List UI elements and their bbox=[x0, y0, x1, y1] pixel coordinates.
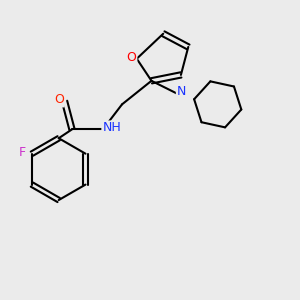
Text: NH: NH bbox=[102, 122, 121, 134]
Text: O: O bbox=[54, 93, 64, 106]
Text: F: F bbox=[19, 146, 26, 159]
Text: O: O bbox=[127, 51, 136, 64]
Text: N: N bbox=[177, 85, 186, 98]
